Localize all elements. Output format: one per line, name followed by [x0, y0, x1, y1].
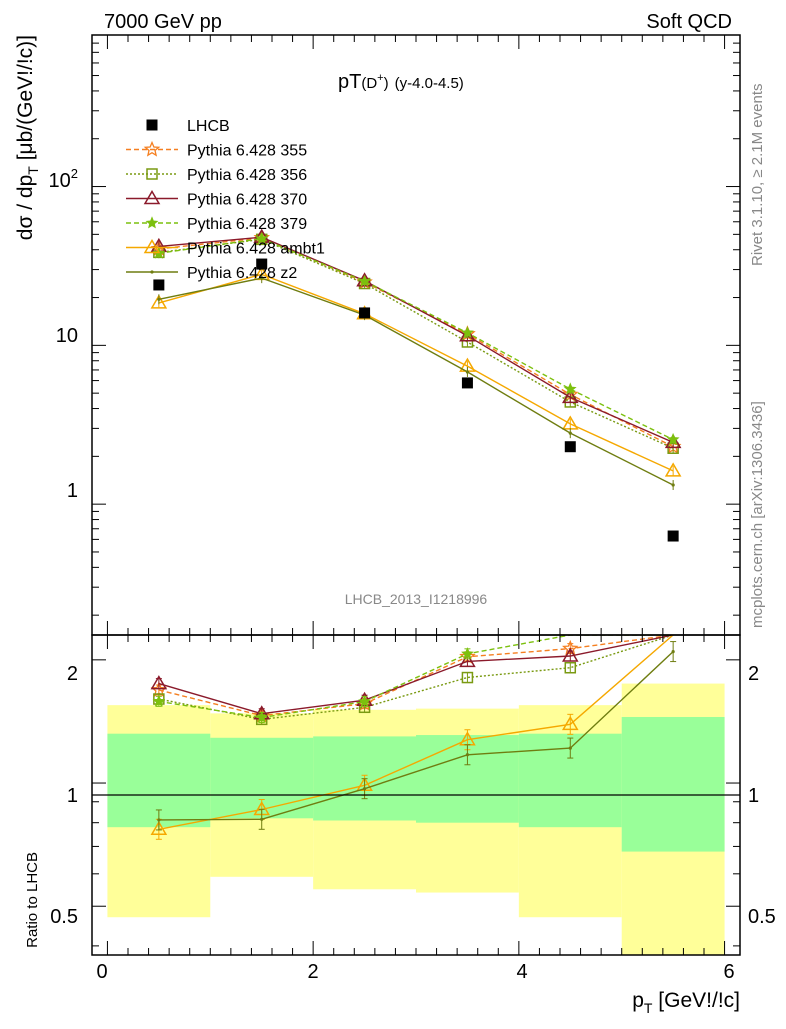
ratio-series-point-5: [362, 787, 367, 791]
y-tick-100: 102: [49, 166, 78, 192]
legend-label-4: Pythia 6.428 ambt1: [187, 241, 325, 258]
main-series-point-5: [157, 297, 161, 301]
ratio-series-point-4: [150, 820, 168, 836]
mcplots-label: mcplots.cern.ch [arXiv:1306.3436]: [749, 401, 766, 628]
legend-marker-4: [143, 239, 161, 254]
main-series-line-2: [158, 236, 674, 444]
legend-label-2: Pythia 6.428 370: [187, 192, 307, 209]
legend-label-3: Pythia 6.428 379: [187, 216, 307, 233]
main-series-line-5: [158, 277, 674, 486]
lhcb-data-point: [256, 258, 268, 270]
lhcb-data-point: [461, 377, 473, 389]
ratio-series-point-2: [459, 652, 476, 668]
rivet-label: Rivet 3.1.10, ≥ 2.1M events: [749, 84, 766, 267]
legend-marker-1: [146, 168, 158, 180]
main-series-point-5: [260, 276, 264, 280]
main-series-point-4: [150, 294, 168, 309]
y-tick-100-exp: 2: [71, 166, 78, 181]
analysis-watermark: LHCB_2013_I1218996: [345, 591, 488, 607]
main-series: [150, 228, 682, 491]
ratio-series-point-2: [150, 675, 168, 690]
axis-ticks: [92, 34, 740, 955]
legend-label-5: Pythia 6.428 z2: [187, 265, 297, 282]
main-series-point-3: [255, 231, 269, 245]
ratio-series-point-3: [461, 647, 474, 660]
x-tick-0: 0: [96, 961, 107, 983]
ratio-tick-1-left: 1: [67, 785, 78, 807]
legend-label-0: Pythia 6.428 355: [187, 143, 307, 160]
ratio-series-point-3: [152, 694, 166, 707]
lhcb-data-point: [564, 441, 576, 453]
ratio-series: [150, 635, 677, 840]
main-series-line-4: [158, 273, 674, 472]
main-series-point-3: [461, 326, 474, 339]
header-right: Soft QCD: [646, 11, 732, 33]
ratio-band-green: [621, 716, 725, 852]
lhcb-data-point: [359, 307, 371, 319]
legend-marker-5: [150, 270, 154, 274]
legend-marker-0: [143, 140, 161, 157]
main-series-point-5: [568, 431, 572, 435]
legend-label-1: Pythia 6.428 356: [187, 167, 307, 184]
ratio-series-point-2: [561, 647, 579, 662]
main-series-point-5: [465, 370, 470, 374]
lhcb-data-point: [153, 279, 165, 291]
main-series-point-2: [459, 327, 476, 342]
x-tick-4: 4: [516, 961, 527, 983]
lhcb-data-point: [667, 530, 679, 542]
ratio-series-point-1: [564, 661, 577, 674]
x-tick-2: 2: [307, 961, 318, 983]
ratio-series-point-5: [671, 649, 675, 654]
ratio-tick-1-right: 1: [748, 785, 759, 807]
ratio-series-line-0: [158, 635, 674, 717]
legend-marker-lhcb: [146, 119, 158, 131]
ratio-axis-label: Ratio to LHCB: [24, 852, 41, 948]
header-left: 7000 GeV pp: [104, 11, 222, 33]
ratio-series-line-3: [158, 635, 674, 719]
legend: LHCB Pythia 6.428 355 Pythia 6.428 356 Pyth…: [0, 0, 325, 282]
y-axis-label: dσ / dpT [μb/(GeV!/!c)]: [14, 35, 41, 240]
main-series-point-5: [671, 483, 675, 487]
main-series-point-3: [666, 432, 680, 445]
y-tick-100-base: 10: [49, 170, 71, 192]
ratio-series-line-2: [158, 635, 674, 715]
ratio-series-point-5: [568, 746, 572, 750]
ratio-tick-2-right: 2: [748, 663, 759, 685]
ratio-tick-2-left: 2: [67, 663, 78, 685]
legend-marker-2: [143, 190, 161, 205]
ratio-series-line-4: [158, 635, 674, 830]
main-series-point-4: [664, 462, 682, 477]
lhcb-data-points: [153, 258, 679, 542]
main-series-point-3: [358, 274, 371, 287]
ratio-series-point-4: [561, 715, 579, 731]
y-tick-10: 10: [56, 325, 78, 347]
chart-title: pT(D+) (y-4.0-4.5): [338, 71, 464, 93]
main-series-point-2: [664, 433, 682, 449]
ratio-series-point-5: [157, 818, 161, 822]
legend-label-lhcb: LHCB: [187, 118, 230, 135]
x-axis-label: pT [GeV!/!c]: [632, 989, 740, 1016]
ratio-tick-05-left: 0.5: [50, 906, 78, 928]
legend-marker-3: [145, 216, 159, 229]
ratio-series-line-5: [158, 651, 674, 821]
ratio-series-point-5: [260, 817, 264, 821]
ratio-series-line-1: [158, 635, 674, 721]
x-tick-6: 6: [723, 961, 734, 983]
main-series-point-2: [561, 388, 579, 404]
ratio-series-point-5: [465, 753, 470, 757]
ratio-series-point-0: [150, 681, 168, 698]
y-tick-1: 1: [67, 480, 78, 502]
main-series-line-3: [158, 237, 674, 441]
main-series-point-3: [563, 382, 577, 395]
ratio-tick-05-right: 0.5: [748, 906, 776, 928]
ratio-series-point-3: [255, 710, 269, 723]
ratio-series-point-3: [358, 694, 371, 707]
ratio-series-point-1: [461, 671, 474, 684]
